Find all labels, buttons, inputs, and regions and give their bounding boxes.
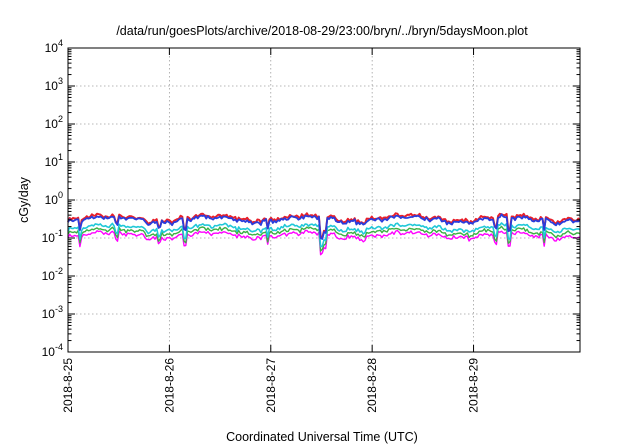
series-layer — [67, 212, 581, 256]
y-tick-label: 102 — [45, 114, 63, 131]
series-line-cyan — [67, 222, 581, 248]
x-tick-label: 2018-8-26 — [162, 358, 176, 413]
y-tick-label: 101 — [45, 152, 63, 169]
y-tick-label: 10-3 — [42, 304, 63, 321]
y-tick-label: 10-1 — [42, 228, 63, 245]
y-axis: 10-4 10-3 10-2 10-1 100 101 102 103 104 — [42, 38, 580, 359]
series-line-magenta — [67, 229, 581, 256]
x-tick-label: 2018-8-28 — [365, 358, 379, 413]
y-tick-label: 100 — [45, 190, 63, 207]
grid — [68, 48, 580, 352]
y-axis-label: cGy/day — [17, 176, 31, 223]
x-tick-label: 2018-8-25 — [61, 358, 75, 413]
x-axis: 2018-8-25 2018-8-26 2018-8-27 2018-8-28 2018… — [61, 48, 481, 413]
series-line-blue — [67, 213, 581, 240]
x-axis-label: Coordinated Universal Time (UTC) — [226, 430, 418, 444]
x-tick-label: 2018-8-29 — [467, 358, 481, 413]
y-tick-label: 10-2 — [42, 266, 63, 283]
y-tick-label: 10-4 — [42, 342, 63, 359]
y-tick-label: 103 — [45, 76, 63, 93]
y-tick-label: 104 — [45, 38, 63, 55]
series-line-green — [67, 225, 581, 252]
x-tick-label: 2018-8-27 — [264, 358, 278, 413]
chart-title: /data/run/goesPlots/archive/2018-08-29/2… — [116, 24, 528, 38]
